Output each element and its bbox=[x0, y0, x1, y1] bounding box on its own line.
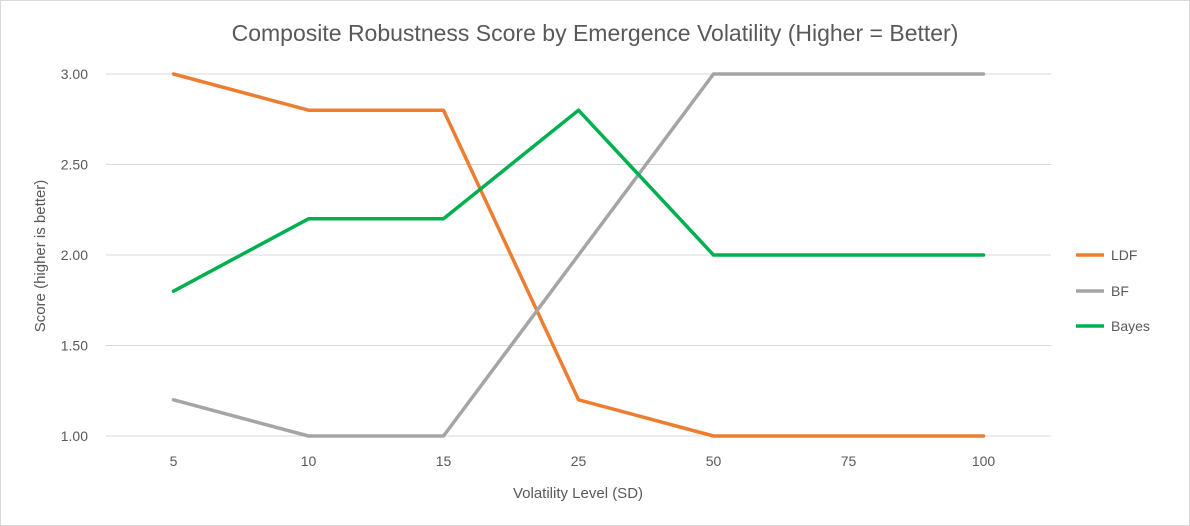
legend-label: Bayes bbox=[1111, 318, 1150, 334]
y-tick-label: 2.00 bbox=[61, 247, 88, 263]
x-tick-label: 25 bbox=[571, 453, 587, 469]
x-tick-label: 100 bbox=[972, 453, 996, 469]
series-line-ldf bbox=[171, 72, 986, 438]
x-tick-label: 5 bbox=[170, 453, 178, 469]
x-axis-label: Volatility Level (SD) bbox=[513, 485, 643, 502]
x-tick-label: 75 bbox=[841, 453, 857, 469]
legend-label: LDF bbox=[1111, 247, 1137, 263]
y-tick-label: 1.00 bbox=[61, 428, 88, 444]
x-tick-label: 10 bbox=[301, 453, 317, 469]
y-tick-label: 1.50 bbox=[61, 338, 88, 354]
x-tick-label: 15 bbox=[436, 453, 452, 469]
y-axis-label: Score (higher is better) bbox=[32, 180, 49, 333]
legend: LDF BF Bayes bbox=[1076, 247, 1150, 334]
series-lines bbox=[171, 72, 986, 438]
chart-title: Composite Robustness Score by Emergence … bbox=[232, 20, 959, 46]
y-tick-label: 2.50 bbox=[61, 157, 88, 173]
y-tick-label: 3.00 bbox=[61, 66, 88, 82]
series-line-bf bbox=[171, 72, 986, 438]
x-tick-label: 50 bbox=[706, 453, 722, 469]
legend-label: BF bbox=[1111, 283, 1129, 299]
x-axis-ticks: 5 10 15 25 50 75 100 bbox=[170, 453, 996, 469]
y-axis-ticks: 1.00 1.50 2.00 2.50 3.00 bbox=[61, 66, 88, 444]
series-line-bayes bbox=[171, 108, 986, 293]
